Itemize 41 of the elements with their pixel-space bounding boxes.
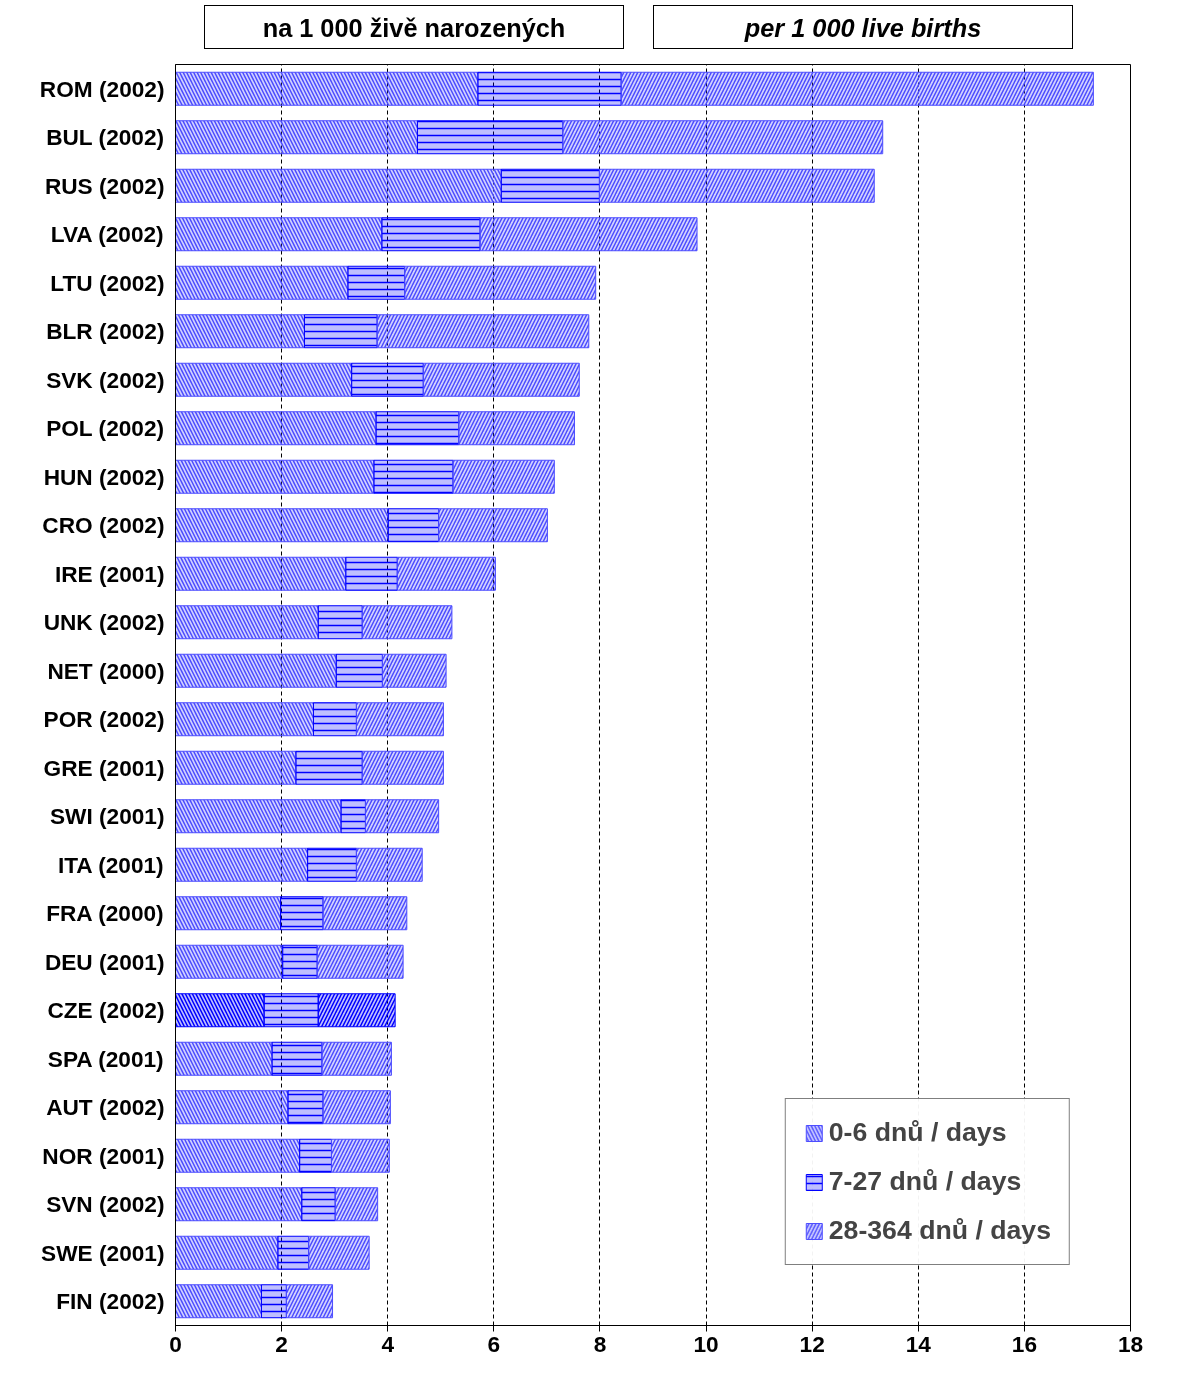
y-tick-label: NET (2000) — [47, 657, 165, 684]
legend-label: 28-364 dnů / days — [828, 1215, 1051, 1246]
y-tick-label: GRE (2001) — [43, 754, 165, 781]
y-tick-label: LVA (2002) — [50, 221, 164, 248]
y-tick-label: FIN (2002) — [56, 1288, 165, 1315]
y-tick-label: SVN (2002) — [46, 1191, 165, 1218]
y-tick-label: ITA (2001) — [57, 851, 164, 878]
x-tick-label: 4 — [381, 1330, 395, 1357]
y-tick-label: UNK (2002) — [43, 609, 165, 636]
x-tick-label: 8 — [593, 1330, 607, 1357]
x-tick-label: 18 — [1117, 1330, 1144, 1357]
x-tick-label: 12 — [799, 1330, 825, 1357]
legend-label: 0-6 dnů / days — [828, 1117, 1007, 1148]
y-tick-label: POL (2002) — [46, 415, 165, 442]
y-tick-label: BUL (2002) — [46, 124, 165, 151]
y-tick-label: BLR (2002) — [46, 318, 165, 345]
text: na 1 000 živě narozených — [262, 13, 566, 44]
y-tick-label: SVK (2002) — [46, 366, 165, 393]
y-tick-label: AUT (2002) — [46, 1094, 165, 1121]
x-tick-label: 0 — [169, 1330, 182, 1357]
x-tick-label: 16 — [1011, 1330, 1037, 1357]
x-tick-label: 6 — [487, 1330, 501, 1357]
x-tick-label: 14 — [905, 1330, 932, 1357]
y-tick-label: FRA (2000) — [46, 900, 164, 927]
y-tick-label: ROM (2002) — [39, 75, 165, 102]
y-tick-label: SPA (2001) — [47, 1045, 164, 1072]
y-tick-label: SWE (2001) — [41, 1239, 165, 1266]
text: per 1 000 live births — [744, 13, 982, 44]
y-tick-label: IRE (2001) — [54, 560, 165, 587]
y-tick-label: SWI (2001) — [49, 803, 165, 830]
x-tick-label: 10 — [693, 1330, 719, 1357]
y-tick-label: DEU (2001) — [44, 948, 165, 975]
y-tick-label: CZE (2002) — [47, 997, 165, 1024]
y-tick-label: HUN (2002) — [43, 463, 165, 490]
y-tick-label: NOR (2001) — [42, 1142, 165, 1169]
y-tick-label: RUS (2002) — [44, 172, 165, 199]
y-tick-label: LTU (2002) — [50, 269, 165, 296]
legend-label: 7-27 dnů / days — [828, 1166, 1022, 1197]
x-tick-label: 2 — [275, 1330, 288, 1357]
y-tick-label: CRO (2002) — [42, 512, 165, 539]
y-tick-label: POR (2002) — [43, 706, 165, 733]
